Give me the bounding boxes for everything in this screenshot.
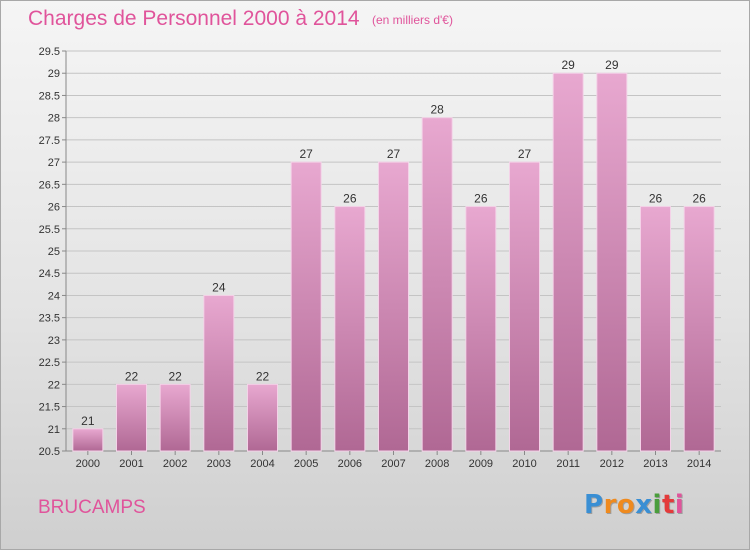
x-tick-label: 2000 — [76, 458, 100, 470]
bar-2007 — [378, 161, 409, 452]
data-label-2003: 24 — [212, 280, 226, 294]
x-tick-label: 2008 — [425, 458, 449, 470]
bar-2011 — [552, 72, 584, 452]
data-label-2000: 21 — [81, 414, 95, 428]
y-tick-label: 20.5 — [39, 446, 60, 458]
data-label-2002: 22 — [168, 369, 182, 383]
y-tick-label: 24 — [48, 290, 60, 302]
x-tick-label: 2010 — [512, 458, 536, 470]
logo-letter: o — [616, 490, 636, 520]
bar-2014 — [683, 206, 715, 452]
logo-letter: i — [674, 490, 685, 520]
data-label-2006: 26 — [343, 192, 357, 206]
bar-2013 — [640, 206, 671, 452]
x-tick-label: 2007 — [381, 458, 405, 470]
data-label-2001: 22 — [125, 369, 139, 383]
logo-letter: x — [635, 490, 653, 520]
x-tick-label: 2004 — [250, 458, 274, 470]
y-tick-label: 27 — [48, 157, 60, 169]
x-tick-label: 2001 — [119, 458, 143, 470]
y-tick-label: 23.5 — [39, 313, 60, 325]
y-tick-label: 29.5 — [39, 46, 60, 58]
data-label-2009: 26 — [474, 192, 488, 206]
data-label-2008: 28 — [430, 103, 444, 117]
x-tick-label: 2011 — [556, 458, 580, 470]
bar-2001 — [116, 383, 147, 452]
y-tick-label: 24.5 — [39, 268, 60, 280]
x-tick-label: 2006 — [338, 458, 362, 470]
x-tick-label: 2002 — [163, 458, 187, 470]
y-tick-label: 22.5 — [39, 357, 60, 369]
y-tick-label: 26 — [48, 202, 60, 214]
bar-2010 — [509, 161, 540, 452]
logo-letter: r — [603, 490, 617, 520]
bar-2000 — [72, 428, 104, 452]
y-tick-label: 28.5 — [39, 90, 60, 102]
y-tick-label: 21 — [48, 424, 60, 436]
data-label-2010: 27 — [518, 147, 532, 161]
data-label-2007: 27 — [387, 147, 401, 161]
y-tick-label: 29 — [48, 68, 60, 80]
logo-letter: t — [661, 490, 675, 520]
x-tick-label: 2012 — [600, 458, 624, 470]
y-tick-label: 23 — [48, 335, 60, 347]
chart-subtitle: (en milliers d'€) — [372, 13, 453, 27]
y-tick-label: 22 — [48, 379, 60, 391]
y-tick-label: 27.5 — [39, 135, 60, 147]
bar-2004 — [247, 383, 278, 452]
y-tick-label: 25.5 — [39, 224, 60, 236]
x-tick-label: 2009 — [469, 458, 493, 470]
city-name: BRUCAMPS — [38, 497, 146, 518]
y-tick-label: 26.5 — [39, 179, 60, 191]
y-tick-label: 25 — [48, 246, 60, 258]
bar-2009 — [465, 206, 497, 452]
bar-2002 — [159, 383, 191, 452]
y-tick-label: 28 — [48, 113, 60, 125]
data-label-2005: 27 — [299, 147, 313, 161]
bar-2012 — [596, 72, 628, 452]
bar-2005 — [290, 161, 322, 452]
data-label-2011: 29 — [561, 58, 575, 72]
x-tick-label: 2014 — [687, 458, 711, 470]
y-tick-label: 21.5 — [39, 402, 60, 414]
bar-2008 — [421, 117, 453, 452]
bar-2006 — [334, 206, 366, 452]
data-label-2014: 26 — [692, 192, 706, 206]
x-tick-label: 2003 — [207, 458, 231, 470]
data-label-2012: 29 — [605, 58, 619, 72]
x-tick-label: 2013 — [643, 458, 667, 470]
proxiti-logo: Proxiti — [584, 490, 684, 520]
data-label-2013: 26 — [649, 192, 663, 206]
logo-letter: P — [584, 490, 604, 520]
data-label-2004: 22 — [256, 369, 270, 383]
bar-2003 — [203, 294, 235, 452]
x-tick-label: 2005 — [294, 458, 318, 470]
logo-letter: i — [652, 490, 662, 520]
chart-title: Charges de Personnel 2000 à 2014 — [28, 7, 360, 30]
